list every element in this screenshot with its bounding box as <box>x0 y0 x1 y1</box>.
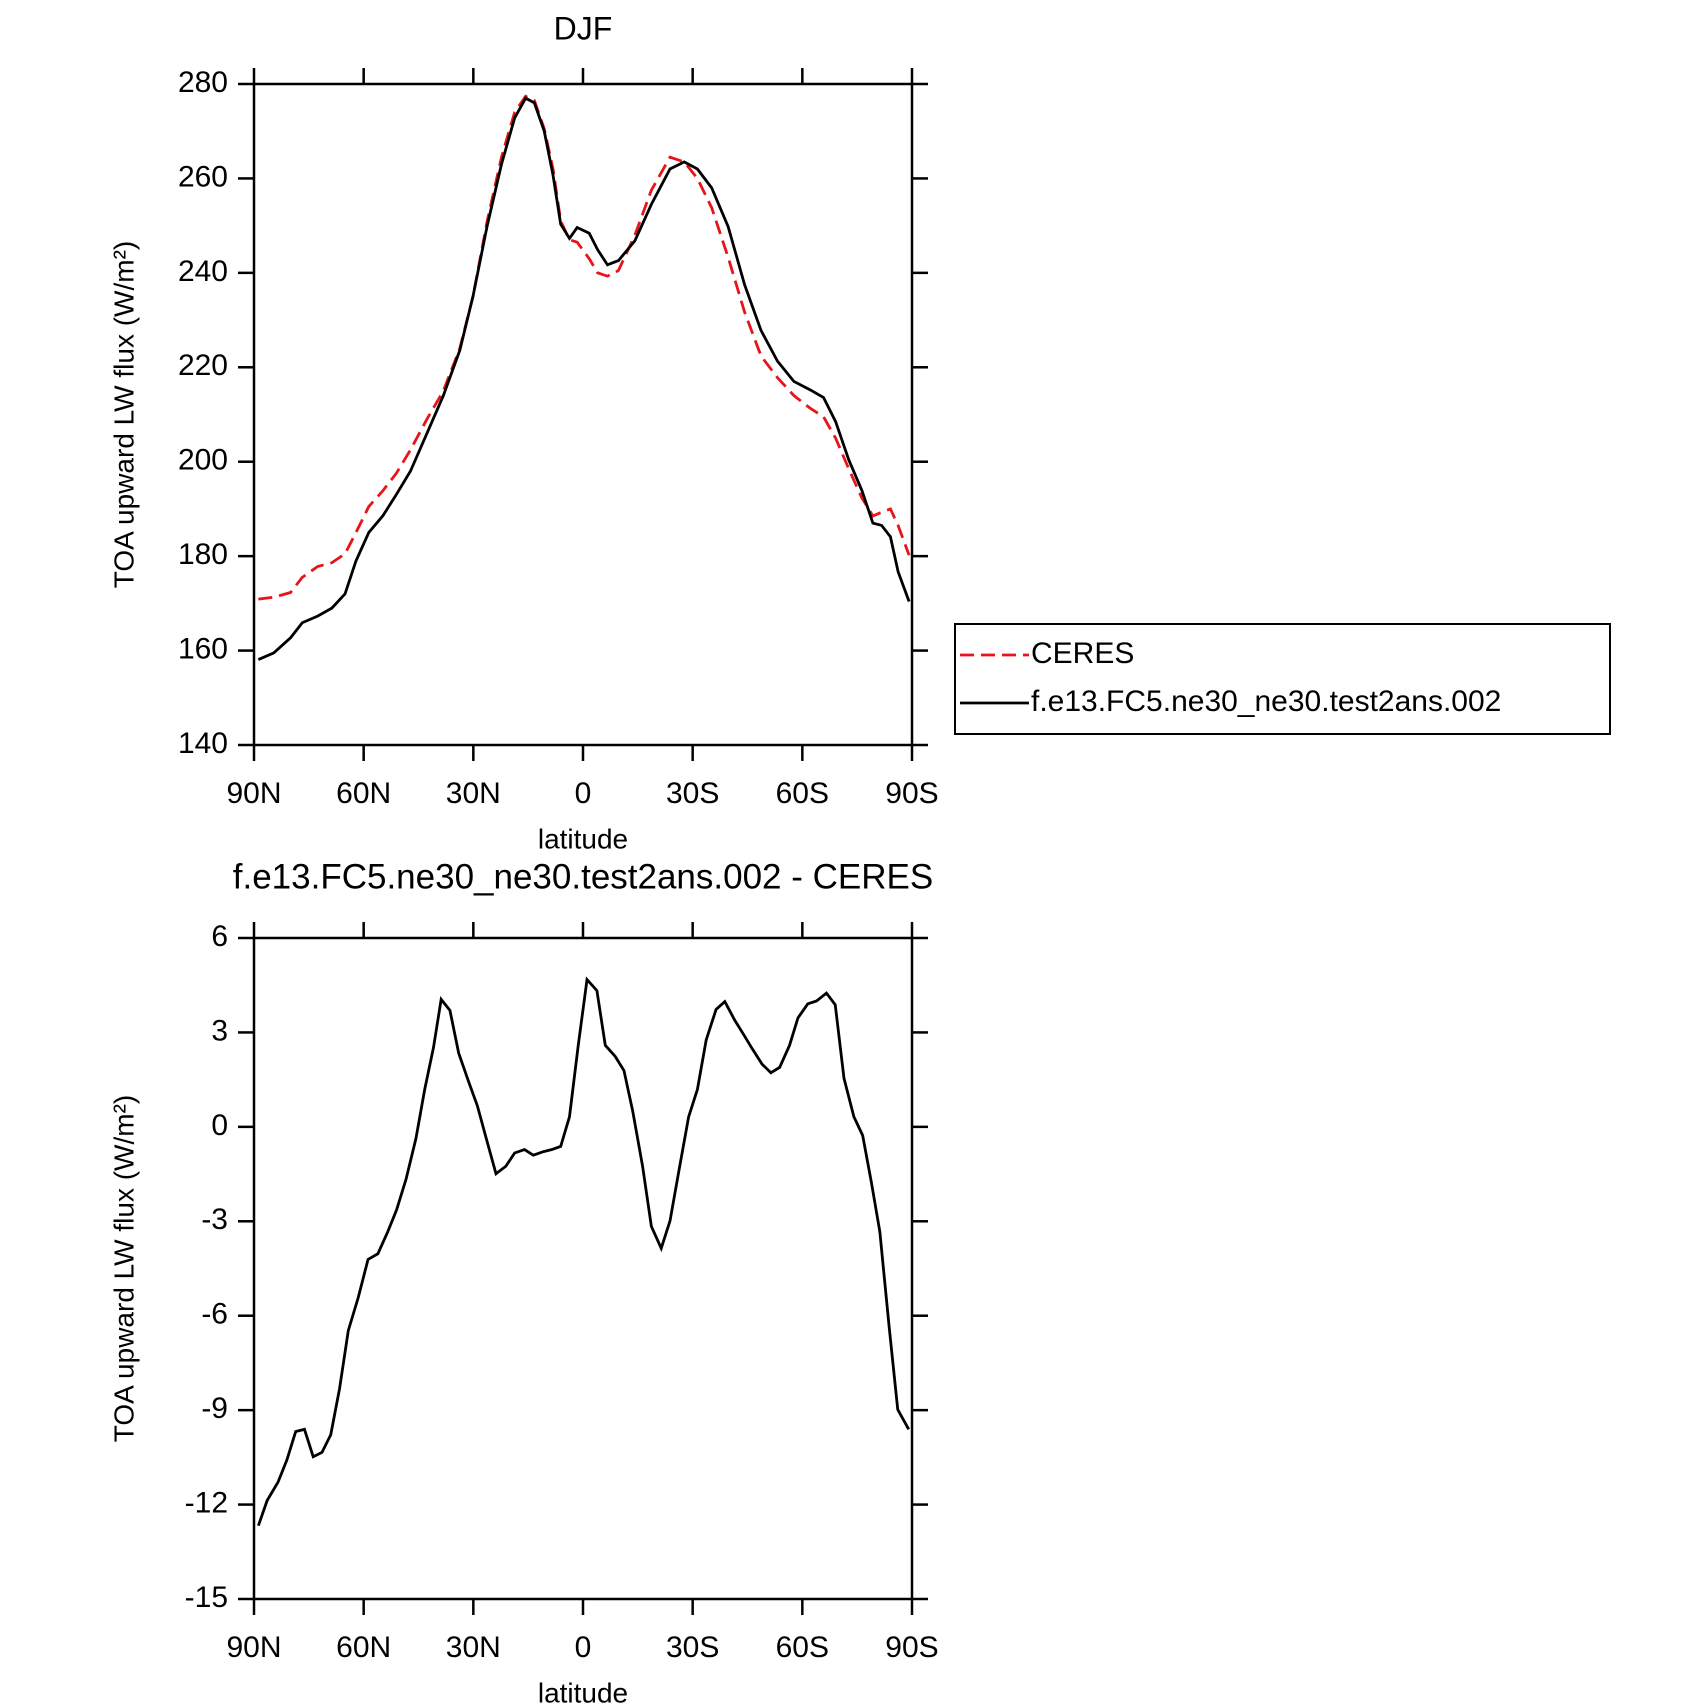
x-tick-label: 60N <box>336 1631 391 1664</box>
y-tick-label: -12 <box>185 1486 228 1519</box>
x-tick-label: 0 <box>575 777 592 810</box>
x-tick-label: 90N <box>226 1631 281 1664</box>
x-tick-label: 90S <box>885 777 938 810</box>
x-tick-label: 90N <box>226 777 281 810</box>
x-tick-label: 90S <box>885 1631 938 1664</box>
y-tick-label: -3 <box>201 1203 228 1236</box>
x-axis-label: latitude <box>538 1677 628 1708</box>
chart-title: DJF <box>554 10 613 46</box>
y-tick-label: -15 <box>185 1581 228 1614</box>
x-tick-label: 30N <box>446 777 501 810</box>
x-tick-label: 60S <box>776 777 829 810</box>
plot-frame <box>252 82 914 747</box>
x-tick-label: 30N <box>446 1631 501 1664</box>
y-tick-label: 200 <box>178 444 228 477</box>
x-tick-label: 30S <box>666 777 719 810</box>
legend-label: f.e13.FC5.ne30_ne30.test2ans.002 <box>1031 685 1501 718</box>
y-tick-label: 220 <box>178 349 228 382</box>
legend-box <box>954 623 1611 735</box>
y-tick-label: -6 <box>201 1298 228 1331</box>
series-line <box>258 94 911 601</box>
x-tick-label: 60S <box>776 1631 829 1664</box>
series-line <box>257 96 911 661</box>
y-tick-label: 6 <box>211 920 228 953</box>
chart-title: f.e13.FC5.ne30_ne30.test2ans.002 - CERES <box>233 857 933 896</box>
y-tick-label: 3 <box>211 1014 228 1047</box>
y-tick-label: 180 <box>178 538 228 571</box>
x-axis-label: latitude <box>538 823 628 854</box>
y-tick-label: -9 <box>201 1392 228 1425</box>
y-tick-label: 140 <box>178 727 228 760</box>
y-tick-label: 240 <box>178 255 228 288</box>
series-line <box>257 976 910 1527</box>
y-tick-label: 260 <box>178 160 228 193</box>
y-tick-label: 160 <box>178 632 228 665</box>
y-axis-label: TOA upward LW flux (W/m²) <box>108 241 139 588</box>
plot-frame <box>252 936 914 1601</box>
y-tick-label: 280 <box>178 66 228 99</box>
y-tick-label: 0 <box>211 1109 228 1142</box>
x-tick-label: 30S <box>666 1631 719 1664</box>
y-axis-label: TOA upward LW flux (W/m²) <box>108 1095 139 1442</box>
x-tick-label: 60N <box>336 777 391 810</box>
x-tick-label: 0 <box>575 1631 592 1664</box>
legend-label: CERES <box>1031 637 1134 670</box>
